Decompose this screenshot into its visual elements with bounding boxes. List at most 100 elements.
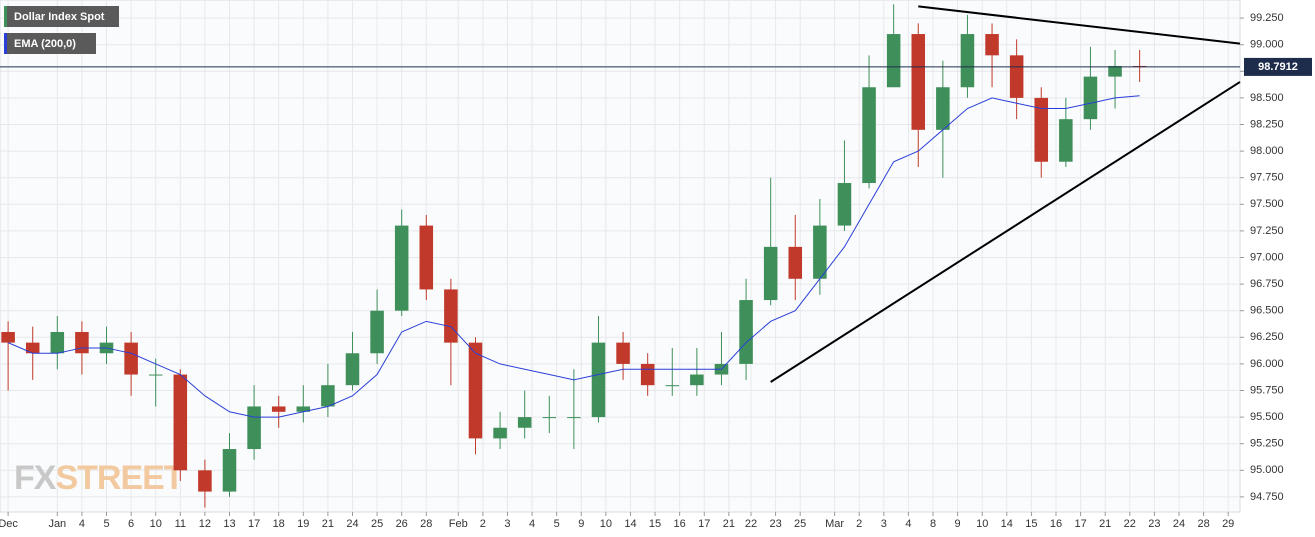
candle-body bbox=[813, 225, 827, 279]
candle-body bbox=[542, 417, 557, 419]
x-tick-label: 21 bbox=[322, 518, 334, 530]
x-tick-label: 17 bbox=[698, 518, 710, 530]
legend-swatch bbox=[4, 6, 7, 27]
candle-body bbox=[1, 331, 15, 343]
candle-body bbox=[468, 342, 483, 439]
candle-body bbox=[296, 406, 311, 412]
candle-body bbox=[394, 225, 409, 311]
x-tick-label: Feb bbox=[449, 518, 468, 530]
candle-body bbox=[616, 342, 630, 364]
x-tick-label: Mar bbox=[825, 518, 844, 530]
x-tick-label: 14 bbox=[624, 518, 636, 530]
x-tick-label: 19 bbox=[297, 518, 309, 530]
x-tick-label: 18 bbox=[273, 518, 285, 530]
candle-body bbox=[1108, 65, 1122, 77]
x-tick-label: 10 bbox=[600, 518, 612, 530]
x-tick-label: 3 bbox=[504, 518, 510, 530]
candle-body bbox=[25, 342, 40, 354]
candle-body bbox=[985, 34, 999, 56]
candle-body bbox=[321, 385, 335, 407]
last-price-box bbox=[1244, 57, 1312, 76]
y-tick-label: 97.000 bbox=[1250, 251, 1284, 263]
legend-label: Dollar Index Spot bbox=[14, 11, 105, 23]
candle-body bbox=[493, 427, 507, 439]
candle-body bbox=[862, 87, 876, 184]
x-tick-label: 5 bbox=[554, 518, 560, 530]
x-tick-label: 16 bbox=[1050, 518, 1062, 530]
x-tick-label: 23 bbox=[769, 518, 781, 530]
x-tick-label: 22 bbox=[745, 518, 757, 530]
y-tick-label: 98.250 bbox=[1250, 118, 1284, 130]
y-tick-label: 98.500 bbox=[1250, 92, 1284, 104]
x-tick-label: 21 bbox=[1099, 518, 1111, 530]
y-tick-label: 97.500 bbox=[1250, 198, 1284, 210]
x-tick-label: 4 bbox=[529, 518, 535, 530]
candle-body bbox=[1034, 97, 1049, 162]
x-tick-label: 17 bbox=[248, 518, 260, 530]
candle-body bbox=[1083, 76, 1098, 120]
x-tick-label: 24 bbox=[346, 518, 358, 530]
x-tick-label: Dec bbox=[0, 518, 18, 530]
plot-area bbox=[0, 0, 1241, 513]
candle-body bbox=[370, 310, 384, 354]
x-tick-label: 4 bbox=[905, 518, 911, 530]
y-tick-label: 95.500 bbox=[1250, 411, 1284, 423]
candle-body bbox=[75, 331, 89, 354]
x-tick-label: 24 bbox=[1173, 518, 1185, 530]
y-tick-label: 98.000 bbox=[1250, 145, 1284, 157]
ema-line bbox=[7, 95, 1140, 418]
candle-body bbox=[886, 34, 901, 88]
y-tick-label: 99.250 bbox=[1250, 12, 1284, 24]
candle-body bbox=[444, 289, 458, 343]
y-tick-label: 94.750 bbox=[1250, 491, 1284, 503]
x-tick-label: 25 bbox=[371, 518, 383, 530]
y-tick-label: 96.750 bbox=[1250, 278, 1284, 290]
x-tick-label: 2 bbox=[480, 518, 486, 530]
x-tick-label: 11 bbox=[175, 518, 186, 530]
candle-body bbox=[419, 225, 434, 290]
candle-body bbox=[960, 34, 975, 88]
candle-body bbox=[837, 183, 852, 226]
candle-body bbox=[173, 374, 188, 471]
x-tick-label: 17 bbox=[1074, 518, 1086, 530]
candle-body bbox=[198, 470, 212, 492]
last-price-label: 98.7912 bbox=[1258, 61, 1298, 73]
x-tick-label: 6 bbox=[128, 518, 134, 530]
x-tick-label: 16 bbox=[674, 518, 686, 530]
y-tick-label: 96.500 bbox=[1250, 305, 1284, 317]
x-tick-label: 25 bbox=[794, 518, 806, 530]
y-tick-label: 95.000 bbox=[1250, 464, 1284, 476]
candle-body bbox=[222, 449, 237, 492]
candle-body bbox=[567, 417, 581, 419]
y-tick-label: 96.000 bbox=[1250, 358, 1284, 370]
legend-label: EMA (200,0) bbox=[14, 38, 76, 50]
candle-body bbox=[739, 300, 753, 364]
x-tick-label: 26 bbox=[396, 518, 408, 530]
legend-box bbox=[4, 6, 119, 27]
x-tick-label: 15 bbox=[649, 518, 661, 530]
candle-body bbox=[50, 331, 65, 354]
x-tick-label: 12 bbox=[199, 518, 211, 530]
trendline bbox=[770, 81, 1241, 383]
candle-body bbox=[936, 87, 950, 130]
x-tick-label: Jan bbox=[48, 518, 66, 530]
candle-body bbox=[1059, 119, 1073, 162]
x-tick-label: 14 bbox=[1001, 518, 1013, 530]
candle-body bbox=[124, 342, 138, 375]
x-tick-label: 9 bbox=[578, 518, 584, 530]
x-tick-label: 13 bbox=[223, 518, 235, 530]
x-tick-label: 3 bbox=[881, 518, 887, 530]
x-tick-label: 21 bbox=[723, 518, 735, 530]
trendline bbox=[918, 5, 1241, 45]
legend-swatch bbox=[4, 33, 7, 54]
candle-body bbox=[788, 246, 803, 279]
legend-box bbox=[4, 33, 96, 54]
candle-body bbox=[271, 406, 286, 412]
x-tick-label: 4 bbox=[79, 518, 85, 530]
x-tick-label: 22 bbox=[1124, 518, 1136, 530]
x-tick-label: 8 bbox=[930, 518, 936, 530]
x-tick-label: 2 bbox=[856, 518, 862, 530]
candle-body bbox=[690, 374, 704, 386]
x-tick-label: 9 bbox=[955, 518, 961, 530]
